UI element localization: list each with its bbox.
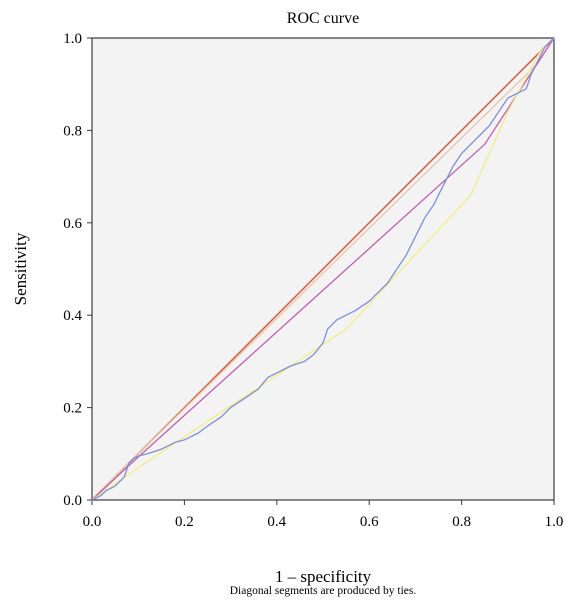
- x-tick-label: 0.2: [175, 514, 194, 530]
- x-axis-label: 1 – specificity: [275, 567, 372, 586]
- x-tick-label: 0.4: [267, 514, 286, 530]
- y-tick-label: 0.2: [63, 401, 82, 417]
- y-tick-label: 1.0: [63, 31, 82, 47]
- y-tick-label: 0.8: [63, 123, 82, 139]
- y-tick-label: 0.4: [63, 308, 82, 324]
- ticks-layer: 0.0 0.2 0.4 0.6 0.8 1.0 0.0 0.2 0.4 0.6 0.8 1.0: [63, 31, 563, 530]
- x-tick-label: 0.0: [83, 514, 102, 530]
- series-layer: [91, 37, 555, 501]
- x-tick-label: 0.8: [452, 514, 471, 530]
- chart-title: ROC curve: [287, 10, 359, 27]
- footnote: Diagonal segments are produced by ties.: [230, 585, 417, 597]
- series-line-4: [91, 37, 555, 501]
- x-tick-label: 1.0: [545, 514, 564, 530]
- y-tick-label: 0.6: [63, 216, 82, 232]
- x-tick-label: 0.6: [360, 514, 379, 530]
- y-axis-label: Sensitivity: [11, 232, 30, 305]
- series-line-3: [91, 37, 555, 501]
- y-tick-label: 0.0: [63, 493, 82, 509]
